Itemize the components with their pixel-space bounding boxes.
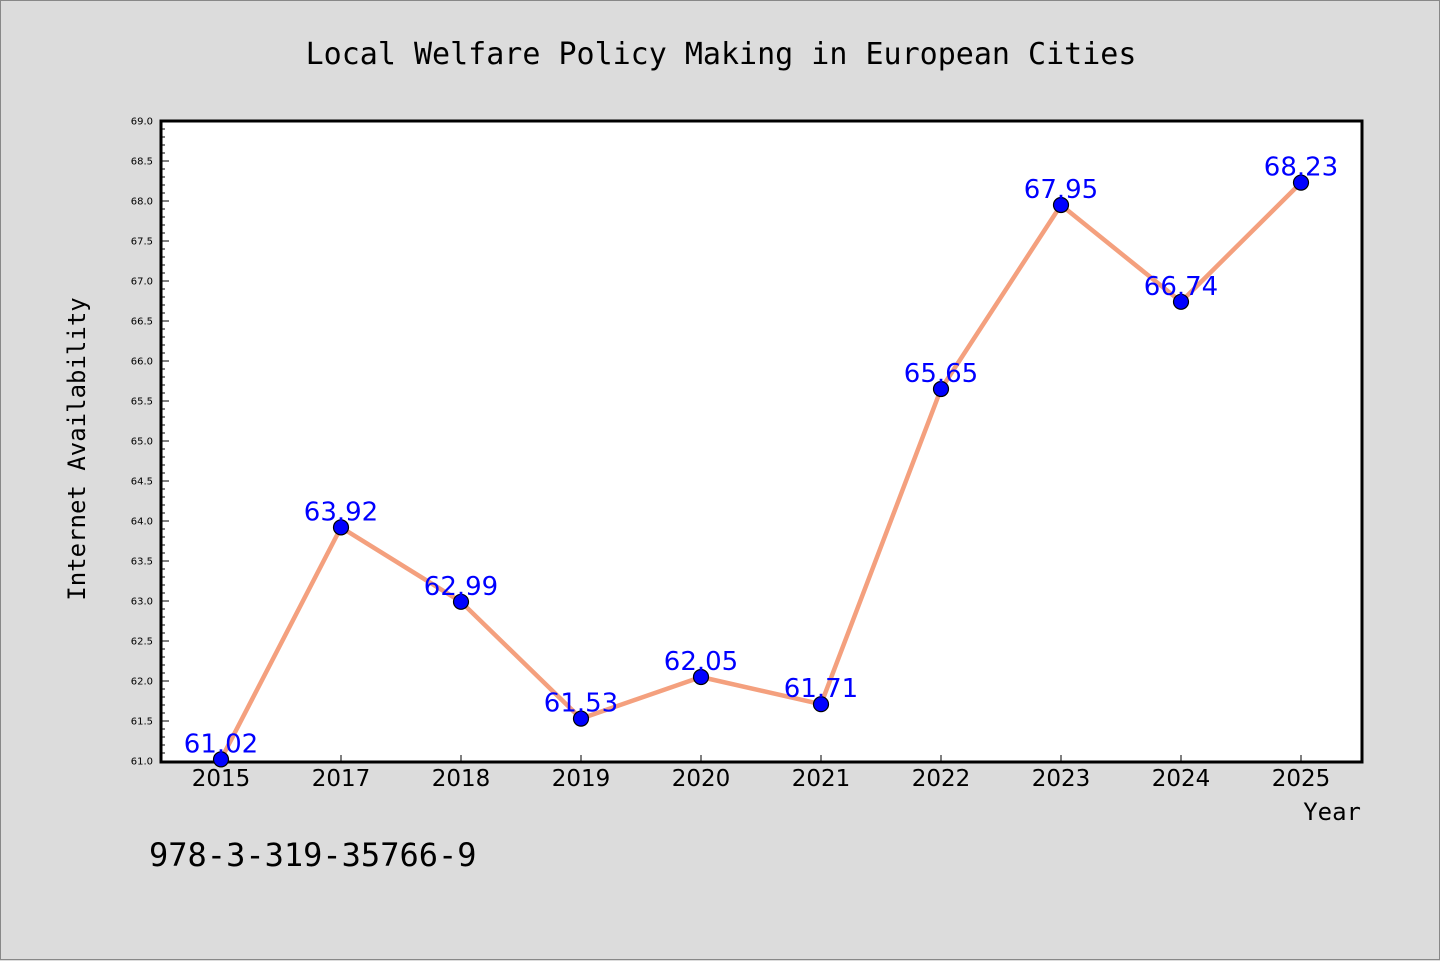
x-tick-label: 2018	[432, 766, 491, 792]
y-tick-label: 67.5	[131, 237, 153, 248]
y-tick-label: 69.0	[131, 117, 153, 128]
y-tick-label: 66.0	[131, 357, 153, 368]
data-label: 61.53	[544, 689, 618, 719]
y-tick-label: 62.0	[131, 677, 153, 688]
y-axis-label: Internet Availability	[63, 297, 91, 600]
y-axis: 61.0 61.5 62.0 62.5 63.0 63.5 64.0 64.5 65.0 65.5…	[131, 117, 169, 768]
footer-code: 978-3-319-35766-9	[149, 836, 477, 874]
data-points-group	[212, 174, 1310, 768]
x-axis: 2015 2017 2018 2019 2020 2021 2022 2023 2024 2025	[192, 755, 1331, 792]
y-tick-label: 65.5	[131, 397, 153, 408]
y-tick-label: 64.0	[131, 517, 153, 528]
data-label: 62.99	[424, 572, 498, 602]
x-tick-label: 2022	[912, 766, 971, 792]
data-point	[572, 710, 590, 727]
data-point	[692, 668, 710, 686]
y-tick-label: 64.5	[131, 477, 153, 488]
series-line	[218, 180, 1304, 762]
series-line-group	[218, 180, 1304, 762]
y-tick-label: 68.5	[131, 157, 153, 168]
data-label: 68.23	[1264, 153, 1338, 183]
x-tick-label: 2019	[552, 766, 611, 792]
x-tick-label: 2024	[1152, 766, 1211, 792]
y-tick-label: 62.5	[131, 637, 153, 648]
x-tick-label: 2020	[672, 766, 731, 792]
x-tick-label: 2021	[792, 766, 851, 792]
x-tick-label: 2015	[192, 766, 251, 792]
data-point	[812, 696, 830, 713]
data-point	[212, 751, 230, 768]
data-label: 62.05	[664, 647, 738, 677]
y-tick-label: 61.5	[131, 717, 153, 728]
y-tick-label: 63.0	[131, 597, 153, 608]
chart-title: Local Welfare Policy Making in European …	[306, 37, 1137, 72]
data-point	[452, 593, 470, 610]
data-point	[1172, 293, 1190, 310]
data-label: 66.74	[1144, 272, 1218, 302]
data-label: 63.92	[304, 497, 378, 527]
plot-area	[159, 119, 1364, 764]
data-point	[332, 519, 350, 536]
y-tick-label: 67.0	[131, 277, 153, 288]
y-tick-label: 68.0	[131, 197, 153, 208]
x-tick-label: 2023	[1032, 766, 1091, 792]
y-tick-label: 65.0	[131, 437, 153, 448]
data-labels-group: 61.02 63.92 62.99 61.53 62.05 61.71 65.65 67.95…	[184, 153, 1338, 760]
y-tick-label: 66.5	[131, 317, 153, 328]
y-tick-label: 61.0	[131, 757, 153, 768]
y-tick-label: 63.5	[131, 557, 153, 568]
data-label: 65.65	[904, 359, 978, 389]
data-label: 61.02	[184, 729, 258, 759]
data-point	[1292, 174, 1310, 191]
data-label: 61.71	[784, 674, 858, 704]
data-point	[932, 380, 950, 398]
x-tick-label: 2025	[1272, 766, 1331, 792]
data-point	[1052, 196, 1070, 214]
x-tick-label: 2017	[312, 766, 371, 792]
data-label: 67.95	[1024, 175, 1098, 205]
x-axis-label: Year	[1303, 798, 1361, 826]
